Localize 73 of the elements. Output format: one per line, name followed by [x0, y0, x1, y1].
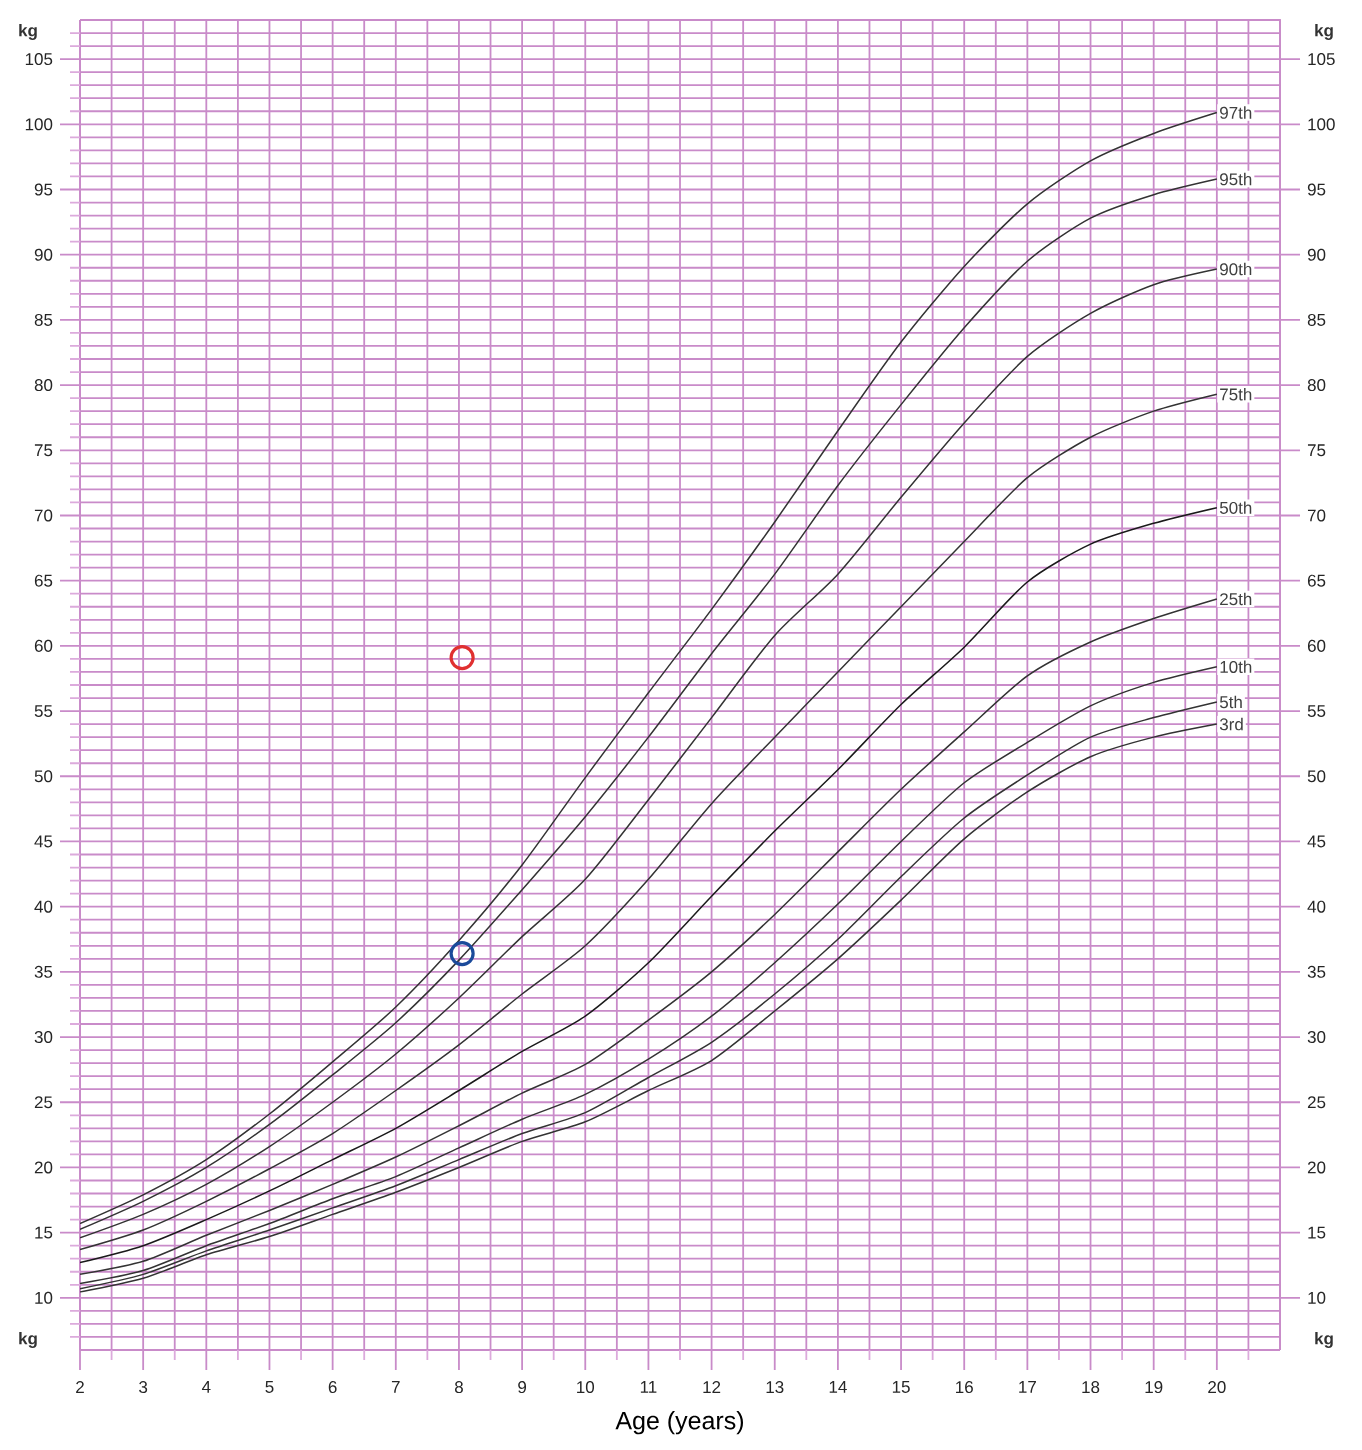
x-tick-label: 8: [454, 1381, 463, 1394]
x-tick-label: 15: [892, 1381, 910, 1393]
text: kg: [19, 24, 37, 40]
y-tick-label: 85: [34, 313, 53, 326]
y-tick-label: 10: [35, 1291, 53, 1304]
y2-tick-label: 70: [1307, 509, 1326, 522]
series-label: 5th: [1219, 695, 1242, 709]
y2-tick-label: 95: [1307, 183, 1326, 196]
y2-tick-label: 100: [1308, 118, 1335, 131]
x-axis-title: Age (years): [615, 1411, 744, 1435]
y-tick-label: 50: [34, 770, 53, 783]
y-tick-label: 70: [34, 509, 53, 522]
y-tick-label: 45: [34, 835, 53, 848]
series-label: 3rd: [1219, 717, 1243, 731]
x-tick-label: 4: [201, 1381, 211, 1393]
y-tick-label: 40: [34, 900, 53, 913]
y-tick-label: 25: [34, 1096, 53, 1109]
x-tick-label: 13: [766, 1381, 784, 1394]
y2-tick-label: 60: [1307, 639, 1326, 652]
x-tick-label: 5: [265, 1381, 274, 1393]
text: kg: [1315, 1332, 1333, 1348]
y2-tick-label: 75: [1307, 444, 1326, 457]
y-tick-label: 65: [34, 574, 53, 587]
y2-tick-label: 45: [1307, 835, 1326, 848]
series-label: 50th: [1219, 501, 1252, 514]
series-label: 25th: [1220, 592, 1252, 606]
series-label: 90th: [1220, 262, 1252, 276]
x-tick-label: 20: [1208, 1381, 1226, 1394]
x-tick-label: 14: [829, 1381, 847, 1393]
y-tick-label: 15: [35, 1226, 53, 1239]
x-tick-label: 16: [956, 1381, 973, 1394]
text: kg: [1315, 24, 1333, 40]
series-label: 97th: [1220, 106, 1252, 119]
x-tick-label: 11: [640, 1381, 657, 1393]
y-tick-label: 80: [34, 379, 53, 392]
y-tick-label: 55: [34, 705, 53, 717]
y2-tick-label: 20: [1307, 1161, 1326, 1174]
y-tick-label: 90: [34, 248, 53, 261]
y2-tick-label: 55: [1307, 705, 1326, 717]
x-tick-label: 2: [76, 1381, 84, 1393]
text: kg: [19, 1332, 37, 1348]
y-tick-label: 60: [34, 639, 53, 652]
x-tick-label: 9: [518, 1381, 527, 1394]
y2-tick-label: 40: [1307, 900, 1326, 913]
y2-tick-label: 80: [1307, 379, 1326, 392]
series-label: 10th: [1220, 660, 1252, 673]
x-tick-label: 18: [1082, 1381, 1100, 1394]
y-tick-label: 75: [34, 444, 53, 457]
y2-tick-label: 90: [1307, 248, 1326, 261]
y2-tick-label: 85: [1307, 313, 1326, 326]
y-tick-label: 30: [34, 1031, 53, 1044]
y2-tick-label: 105: [1308, 53, 1335, 66]
x-tick-label: 19: [1145, 1381, 1163, 1394]
y2-tick-label: 35: [1307, 965, 1326, 978]
y-tick-label: 100: [25, 118, 53, 131]
series-label: 95th: [1220, 172, 1252, 186]
y2-tick-label: 30: [1307, 1031, 1326, 1044]
series-label: 75th: [1220, 387, 1252, 401]
x-tick-label: 12: [703, 1381, 721, 1393]
y2-tick-label: 15: [1308, 1226, 1326, 1239]
y2-tick-label: 50: [1307, 770, 1326, 783]
y2-tick-label: 65: [1307, 574, 1326, 587]
y-tick-label: 20: [34, 1161, 53, 1174]
y-tick-label: 35: [34, 965, 53, 978]
x-tick-label: 17: [1019, 1381, 1036, 1393]
y2-tick-label: 10: [1308, 1291, 1326, 1304]
x-tick-label: 10: [577, 1381, 595, 1394]
x-tick-label: 7: [391, 1381, 400, 1393]
y-tick-label: 95: [34, 183, 53, 196]
y2-tick-label: 25: [1307, 1096, 1326, 1109]
y-tick-label: 105: [25, 53, 53, 66]
x-tick-label: 6: [328, 1381, 337, 1394]
x-tick-label: 3: [139, 1381, 148, 1394]
